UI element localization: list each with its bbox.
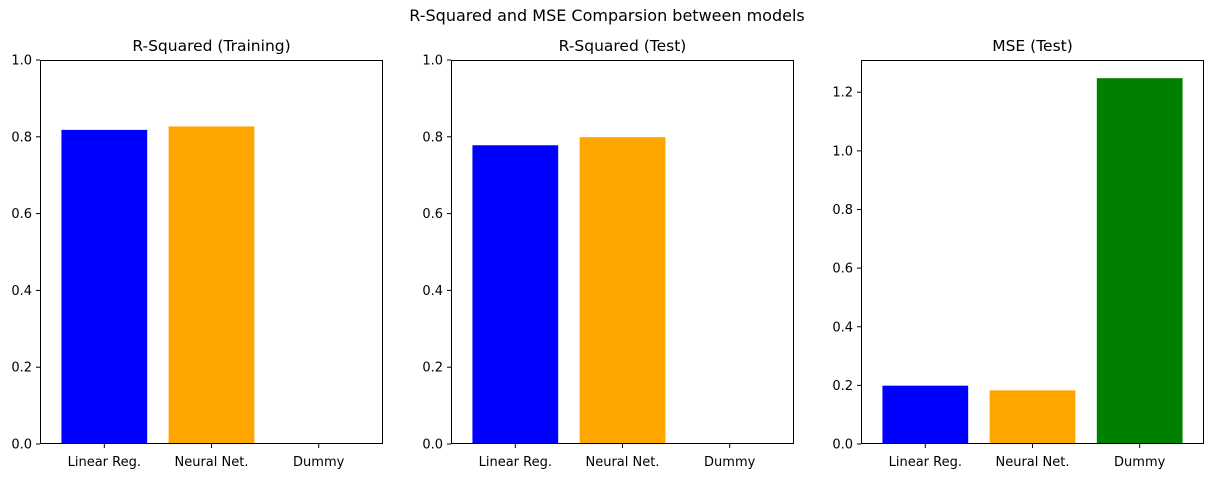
- figure-suptitle: R-Squared and MSE Comparsion between mod…: [409, 6, 805, 25]
- ytick-label-test-r2-0: 0.0: [422, 438, 443, 453]
- ytick-label-test-mse-3: 0.6: [832, 262, 853, 277]
- bar-test-mse-0: [882, 385, 969, 444]
- category-label-test-r2-0: Linear Reg.: [479, 455, 552, 470]
- ytick-label-training-r2-3: 0.6: [11, 207, 32, 222]
- axes-frame-test-r2: [451, 60, 794, 444]
- ytick-label-test-r2-4: 0.8: [422, 130, 443, 145]
- ytick-label-training-r2-4: 0.8: [11, 130, 32, 145]
- axes-frame-test-mse: [861, 60, 1204, 444]
- ytick-label-test-mse-1: 0.2: [832, 379, 853, 394]
- ytick-label-test-mse-4: 0.8: [832, 203, 853, 218]
- panel-title-training-r2: R-Squared (Training): [132, 37, 290, 55]
- bar-test-mse-2: [1096, 78, 1183, 445]
- ytick-label-training-r2-1: 0.2: [11, 361, 32, 376]
- category-label-test-r2-1: Neural Net.: [586, 455, 660, 470]
- ytick-label-test-r2-3: 0.6: [422, 207, 443, 222]
- axes-frame-training-r2: [40, 60, 383, 444]
- ytick-label-test-mse-0: 0.0: [832, 438, 853, 453]
- chart-panel-test-mse: 0.0 0.2 0.4 0.6 0.8 1.0 1.2 Linear Reg. Neural N…: [832, 37, 1204, 470]
- bar-training-r2-0: [61, 129, 148, 444]
- panel-title-test-mse: MSE (Test): [992, 37, 1073, 55]
- category-label-test-mse-1: Neural Net.: [996, 455, 1070, 470]
- category-label-test-mse-2: Dummy: [1114, 455, 1166, 470]
- ytick-label-training-r2-2: 0.4: [11, 284, 32, 299]
- category-label-training-r2-2: Dummy: [293, 455, 345, 470]
- ytick-label-test-mse-6: 1.2: [832, 86, 853, 101]
- ytick-label-test-r2-1: 0.2: [422, 361, 443, 376]
- chart-panel-training-r2: 0.0 0.2 0.4 0.6 0.8 1.0 Linear Reg. Neural Net.…: [11, 37, 383, 470]
- bar-test-r2-1: [579, 137, 666, 444]
- bar-training-r2-1: [168, 126, 255, 445]
- ytick-label-test-r2-2: 0.4: [422, 284, 443, 299]
- ytick-label-test-r2-5: 1.0: [422, 54, 443, 69]
- ytick-label-training-r2-0: 0.0: [11, 438, 32, 453]
- chart-panel-test-r2: 0.0 0.2 0.4 0.6 0.8 1.0 Linear Reg. Neural Net.…: [422, 37, 794, 470]
- ytick-label-test-mse-2: 0.4: [832, 320, 853, 335]
- category-label-training-r2-0: Linear Reg.: [68, 455, 141, 470]
- category-label-test-mse-0: Linear Reg.: [889, 455, 962, 470]
- bar-test-mse-1: [989, 390, 1076, 444]
- bar-test-r2-0: [472, 145, 559, 444]
- ytick-label-test-mse-5: 1.0: [832, 144, 853, 159]
- panel-title-test-r2: R-Squared (Test): [559, 37, 687, 55]
- category-label-training-r2-1: Neural Net.: [175, 455, 249, 470]
- category-label-test-r2-2: Dummy: [704, 455, 756, 470]
- ytick-label-training-r2-5: 1.0: [11, 54, 32, 69]
